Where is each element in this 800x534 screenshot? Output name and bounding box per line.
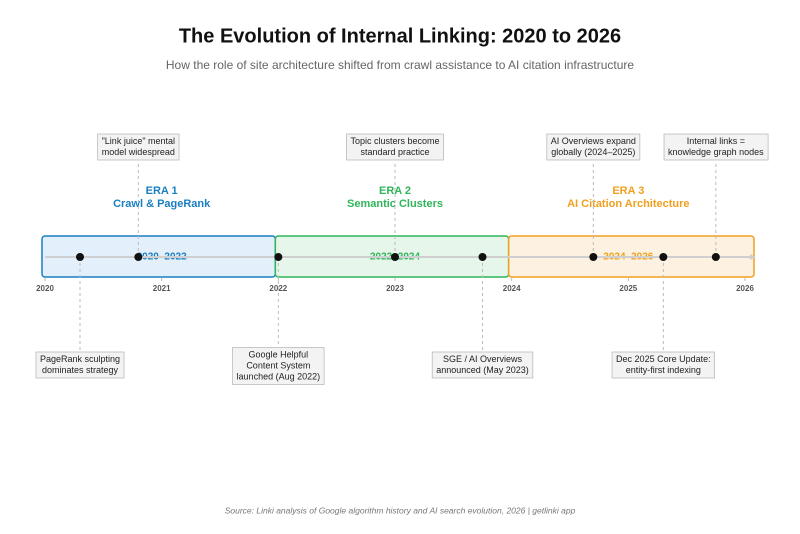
x-tick-label: 2026 xyxy=(736,284,754,293)
event-box xyxy=(35,351,125,379)
event-box xyxy=(346,133,444,161)
event-text: Content System xyxy=(246,360,310,370)
x-tick-label: 2025 xyxy=(619,284,637,293)
event-dot xyxy=(274,253,283,261)
event-text: Internal links = xyxy=(687,136,745,146)
source-note: Source: Linki analysis of Google algorit… xyxy=(225,505,576,515)
event-box xyxy=(663,133,769,161)
event-text: PageRank sculpting xyxy=(40,354,120,364)
event-text: Google Helpful xyxy=(249,349,309,359)
event-text: "Link juice" mental xyxy=(102,136,175,146)
x-tick-label: 2020 xyxy=(36,284,54,293)
event-text: standard practice xyxy=(360,147,429,157)
event-text: Dec 2025 Core Update: xyxy=(616,354,711,364)
event-box xyxy=(611,351,716,379)
event-text: Topic clusters become xyxy=(350,136,439,146)
event-box xyxy=(546,133,641,161)
event-dot xyxy=(391,253,399,261)
event-box xyxy=(232,347,325,385)
event-text: dominates strategy xyxy=(42,365,119,375)
x-tick-label: 2024 xyxy=(503,284,521,293)
event-text: announced (May 2023) xyxy=(436,365,529,375)
era-subtitle: AI Citation Architecture xyxy=(567,198,689,210)
event-dot xyxy=(478,253,487,261)
event-text: launched (Aug 2022) xyxy=(237,371,321,381)
event-text: knowledge graph nodes xyxy=(668,147,764,157)
x-tick-label: 2023 xyxy=(386,284,404,293)
event-label: Internal links =knowledge graph nodes xyxy=(663,133,769,161)
event-dot xyxy=(589,253,598,261)
event-text: SGE / AI Overviews xyxy=(443,354,523,364)
event-text: entity-first indexing xyxy=(626,365,701,375)
event-box xyxy=(431,351,534,379)
era-name: ERA 1 xyxy=(146,185,178,197)
event-text: globally (2024–2025) xyxy=(551,147,635,157)
axis-arrow xyxy=(750,254,756,260)
event-dot xyxy=(134,253,143,261)
event-box xyxy=(97,133,180,161)
era-name: ERA 3 xyxy=(612,185,644,197)
chart-subtitle: How the role of site architecture shifte… xyxy=(166,58,635,72)
event-text: model widespread xyxy=(102,147,175,157)
event-dot xyxy=(76,253,84,261)
era-subtitle: Semantic Clusters xyxy=(347,198,443,210)
chart-title: The Evolution of Internal Linking: 2020 … xyxy=(179,25,621,47)
era-subtitle: Crawl & PageRank xyxy=(113,198,211,210)
event-dot xyxy=(659,253,668,261)
x-tick-label: 2021 xyxy=(153,284,171,293)
event-dot xyxy=(711,253,720,261)
event-text: AI Overviews expand xyxy=(551,136,636,146)
event-label: Dec 2025 Core Update:entity-first indexi… xyxy=(611,351,716,379)
